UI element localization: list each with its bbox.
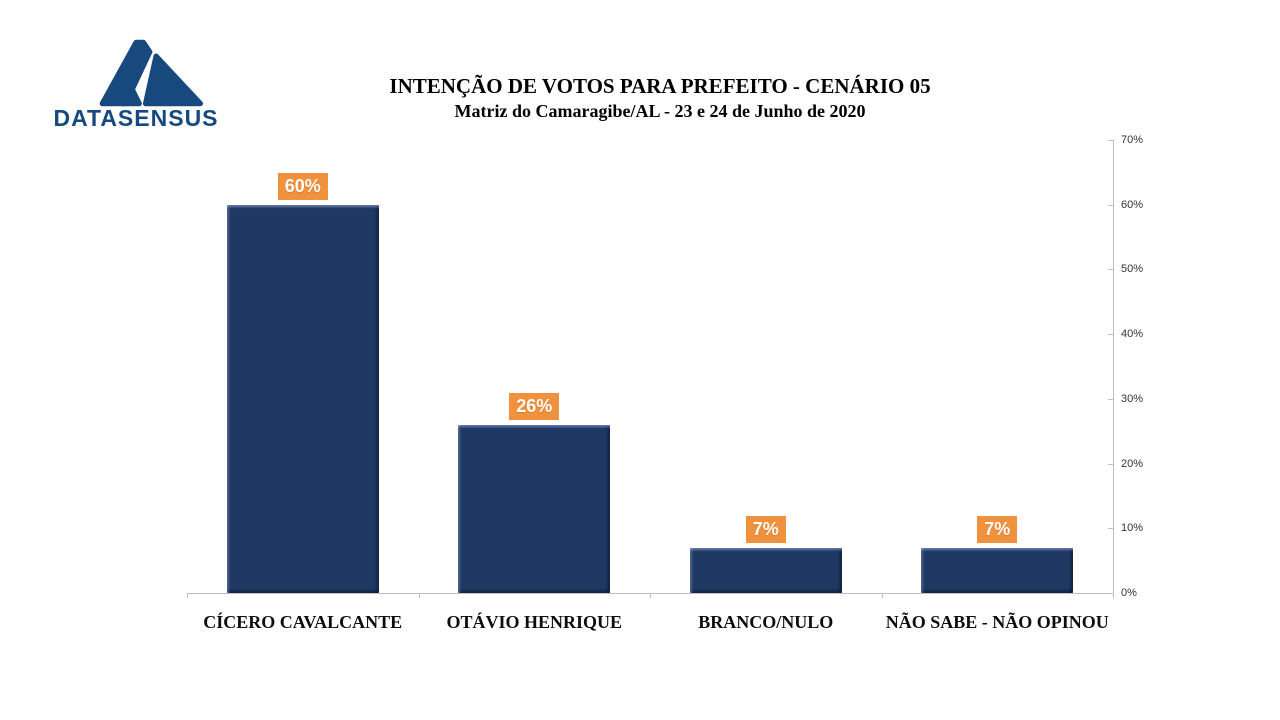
- datasensus-triangle-logo-icon: [96, 36, 212, 110]
- y-axis-tick-30: [1108, 398, 1114, 400]
- y-tick-label-60: 60%: [1121, 198, 1144, 211]
- bar-value-label-2: 7%: [745, 516, 786, 543]
- y-tick-label-20: 20%: [1121, 457, 1144, 470]
- y-axis-tick-20: [1108, 463, 1114, 465]
- bar-3: [921, 548, 1074, 593]
- y-axis-tick-0: [1108, 593, 1114, 594]
- y-tick-label-50: 50%: [1121, 263, 1144, 276]
- category-label-0: CÍCERO CAVALCANTE: [203, 612, 403, 632]
- y-axis-tick-60: [1108, 204, 1114, 206]
- bar-value-label-0: 60%: [277, 173, 328, 200]
- bar-0: [226, 205, 379, 593]
- category-label-3: NÃO SABE - NÃO OPINOU: [885, 612, 1109, 632]
- bar-2: [689, 548, 842, 593]
- chart-title: INTENÇÃO DE VOTOS PARA PREFEITO - CENÁRI…: [389, 74, 931, 98]
- x-axis-tick-1: [418, 593, 420, 598]
- y-tick-label-10: 10%: [1121, 522, 1144, 535]
- brand-wordmark: DATASENSUS: [53, 105, 219, 131]
- category-label-2: BRANCO/NULO: [698, 612, 834, 632]
- chart-subtitle: Matriz do Camaragibe/AL - 23 e 24 de Jun…: [454, 101, 866, 121]
- category-label-1: OTÁVIO HENRIQUE: [446, 612, 623, 632]
- x-axis-tick-2: [650, 593, 651, 598]
- bar-value-label-3: 7%: [977, 516, 1018, 543]
- y-tick-label-0: 0%: [1121, 587, 1137, 599]
- bar-value-label-1: 26%: [509, 393, 560, 420]
- y-axis-tick-40: [1108, 334, 1114, 336]
- y-axis-tick-50: [1108, 269, 1114, 271]
- y-tick-label-40: 40%: [1121, 328, 1144, 341]
- x-axis-tick-0: [187, 593, 188, 598]
- plot-area: 60% 26% 7% 7%: [187, 140, 1113, 593]
- y-tick-label-70: 70%: [1121, 134, 1144, 146]
- y-tick-label-30: 30%: [1121, 392, 1144, 405]
- y-axis-tick-10: [1108, 528, 1114, 530]
- y-axis-tick-70: [1108, 140, 1114, 141]
- y-axis-line: [1113, 140, 1114, 594]
- bar-1: [458, 425, 611, 593]
- x-axis-tick-3: [881, 593, 883, 598]
- x-axis-tick-4: [1113, 593, 1114, 598]
